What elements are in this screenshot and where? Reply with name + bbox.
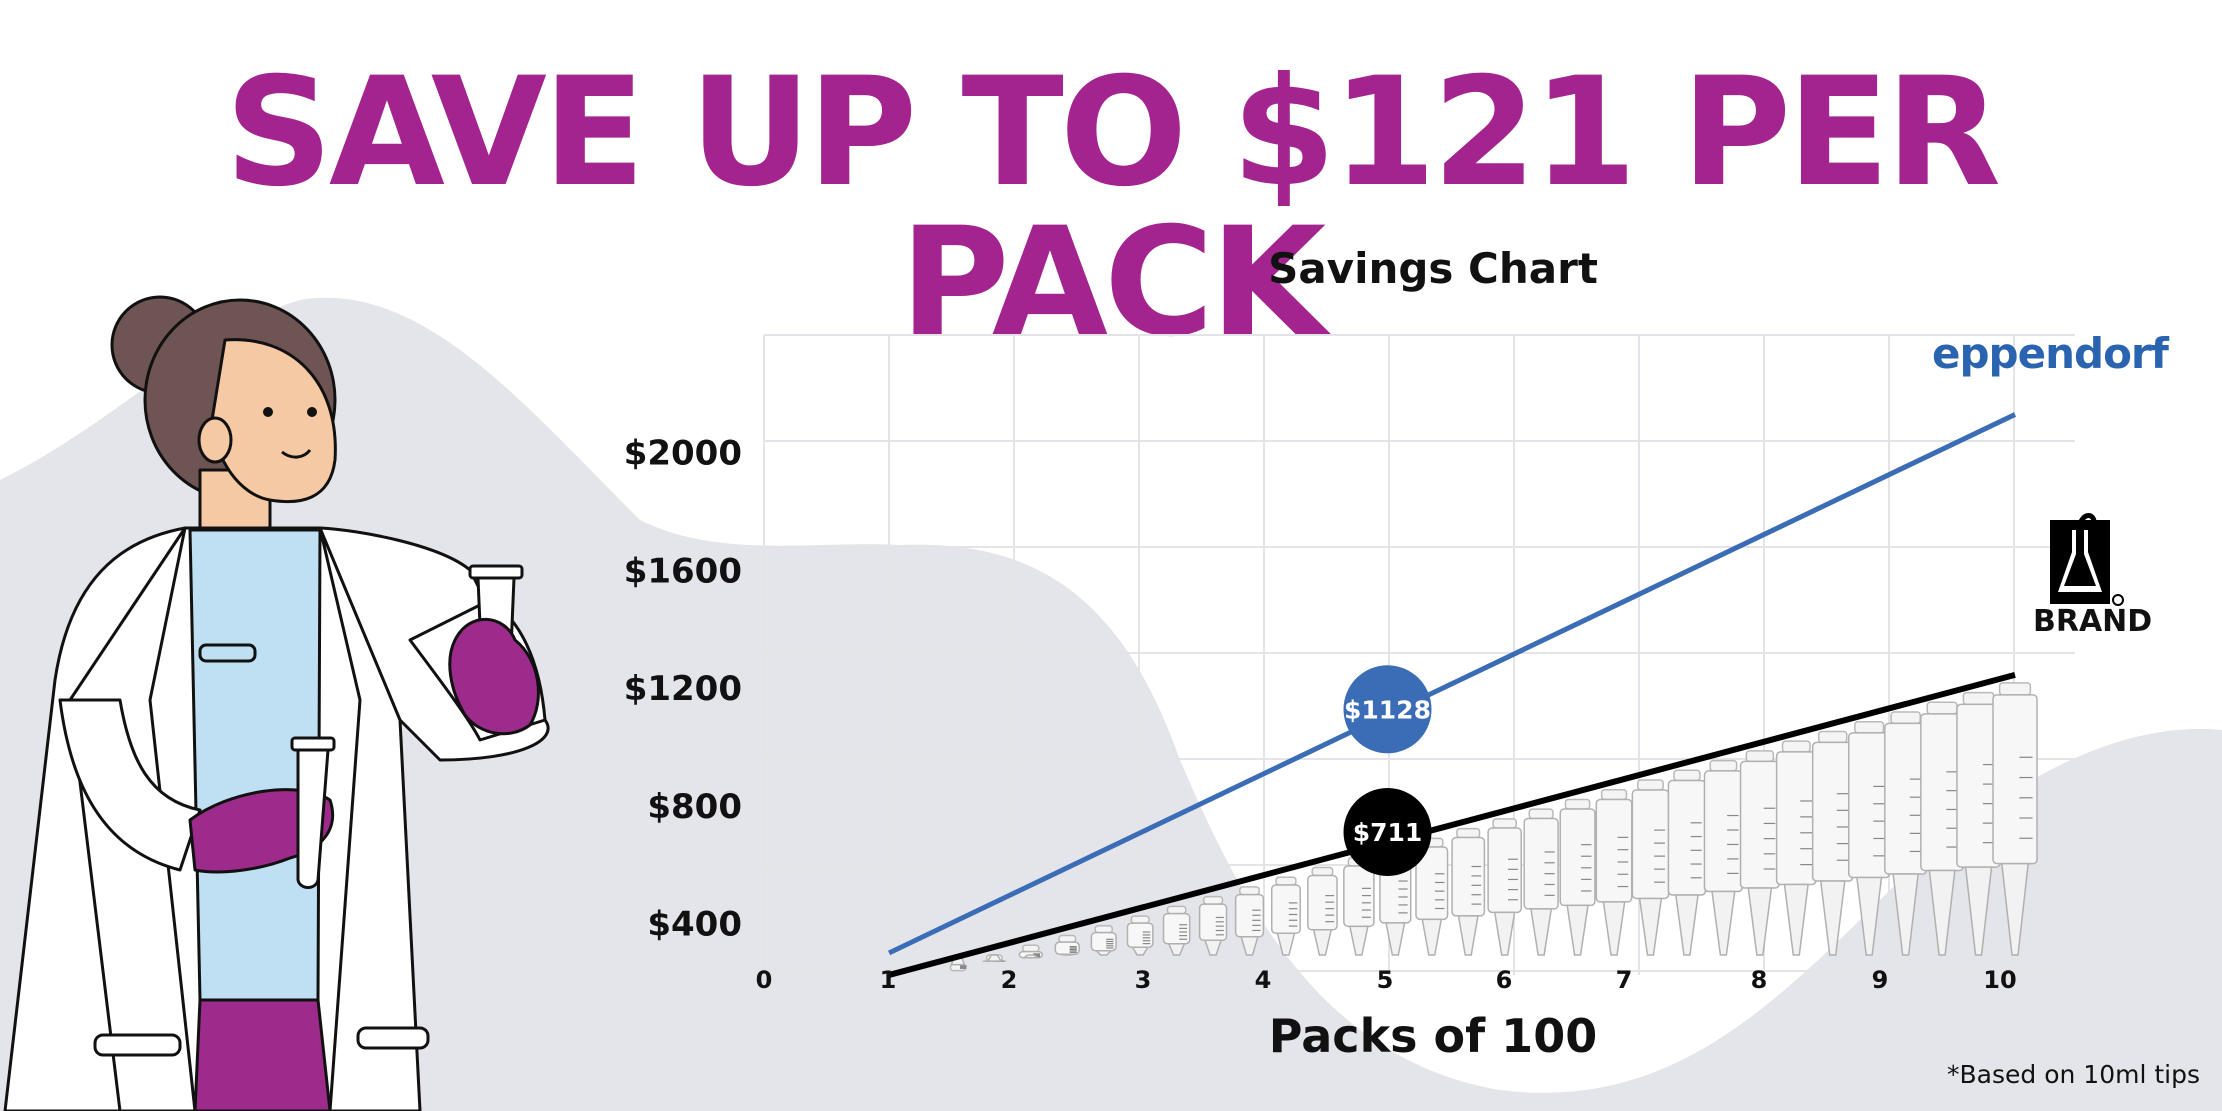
value-bubble-label: $1128 [1344,695,1431,724]
pipette-tip [1018,944,1044,959]
y-tick-label: $400 [647,904,742,944]
x-tick-label: 5 [1377,966,1394,994]
pipette-tip [1847,720,1891,956]
pipette-tip [1234,886,1265,956]
pipette-tip [1198,895,1228,956]
x-tick-labels: 0 1 2 3 4 5 6 7 8 9 10 [756,966,2017,994]
pipette-tip [1631,779,1670,956]
pipette-tip [1523,808,1559,956]
y-tick-label: $1600 [624,551,742,591]
brand-logo-text: BRAND [2033,604,2153,639]
x-tick-label: 6 [1496,966,1513,994]
test-tube-left [290,736,336,889]
pipette-tips-illustration [949,682,2038,972]
x-axis-label: Packs of 100 [1268,1009,1598,1063]
pipette-tip [1775,740,1817,956]
y-tick-labels: $400 $800 $1200 $1600 $2000 [624,434,742,945]
pipette-tip [1307,866,1338,956]
pipette-tip [1739,750,1780,956]
annotations: $1128 $711 [1343,665,1432,876]
series-line-eppendorf [888,412,2017,956]
pipette-tip [1667,769,1707,956]
glove-right [448,617,540,736]
eppendorf-logo: eppendorf [1932,329,2169,378]
x-tick-label: 7 [1616,966,1633,994]
scientist-illustration [3,295,550,1111]
pipette-tip [1343,857,1375,956]
scrubs-pants [193,998,332,1111]
value-bubble-label: $711 [1353,818,1423,847]
pipette-tip [1595,788,1633,956]
pipette-tip [1270,876,1301,956]
series-line-brand [888,671,2016,978]
pipette-tip [1162,905,1191,956]
pipette-tip [982,954,1007,962]
brand-logo [2050,513,2124,606]
y-tick-label: $1200 [624,669,742,709]
x-tick-label: 9 [1872,966,1889,994]
series-layer [888,412,2017,978]
footnote: *Based on 10ml tips [1947,1060,2200,1089]
pipette-tip [1992,682,2038,956]
y-tick-label: $2000 [624,434,742,474]
x-tick-label: 0 [756,966,773,994]
pipette-tip [1559,798,1596,956]
pipette-tip [1956,691,2001,956]
chart-grid [763,334,2075,975]
x-tick-label: 3 [1135,966,1152,994]
pipette-tip [1487,818,1522,956]
x-tick-label: 10 [1983,966,2016,994]
pipette-tip [1703,759,1744,956]
value-bubble [1343,787,1432,876]
x-tick-label: 4 [1255,966,1272,994]
x-tick-label: 1 [880,966,897,994]
headline: SAVE UP TO $121 PER PACK [224,46,2001,370]
pipette-tip [1811,730,1854,956]
value-bubble [1343,665,1432,754]
pipette-tip [1126,915,1154,956]
pipette-tip [1090,925,1117,956]
background-blob [0,297,2222,1111]
pipette-tip [1054,934,1080,956]
x-tick-label: 8 [1751,966,1768,994]
pipette-tip [1451,827,1486,956]
face [210,338,337,504]
y-tick-label: $800 [647,787,742,827]
pipette-tip [1415,837,1449,956]
x-tick-label: 2 [1001,966,1018,994]
chart-title: Savings Chart [1268,244,1598,293]
